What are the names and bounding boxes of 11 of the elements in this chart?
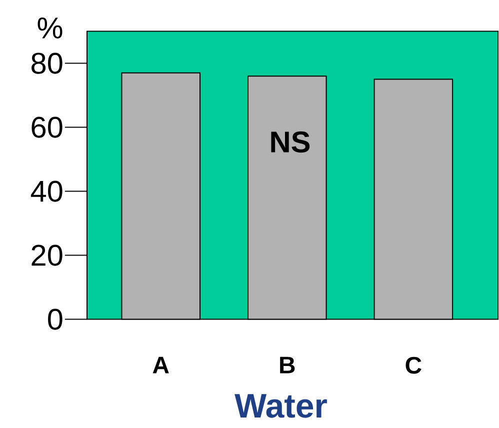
y-axis-title: % xyxy=(38,18,62,38)
y-tick-label: 0 xyxy=(48,308,62,330)
x-tick-label: B xyxy=(280,356,295,374)
x-tick-label: A xyxy=(152,356,169,374)
annotation: NS xyxy=(271,131,310,153)
y-tick-label: 80 xyxy=(32,52,62,74)
y-tick-label: 40 xyxy=(30,180,62,202)
x-tick-label: C xyxy=(406,356,422,374)
y-tick-label: 20 xyxy=(32,244,62,266)
x-axis-title: Water xyxy=(234,394,327,418)
y-tick-label: 60 xyxy=(32,116,62,138)
